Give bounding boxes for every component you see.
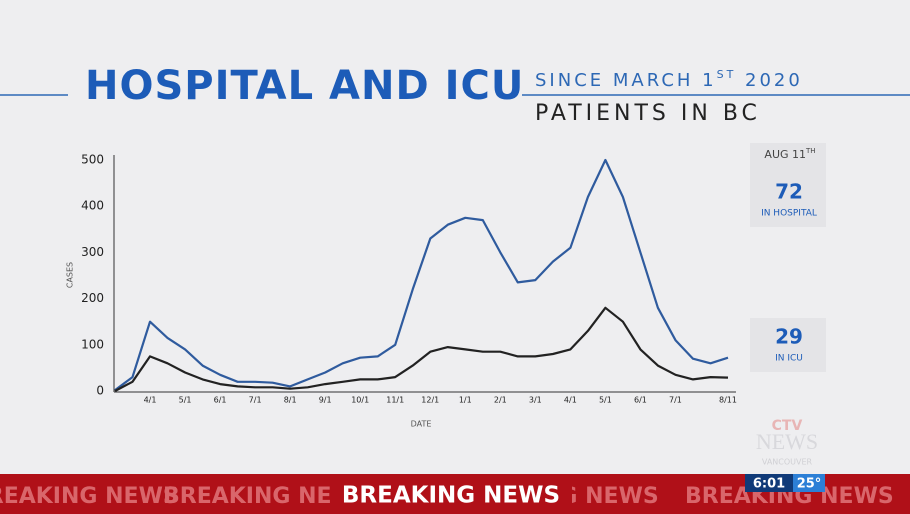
x-tick-label: 5/1 [179,396,192,405]
ticker-echo: BREAKING NEWS [0,484,179,509]
subtitle: SINCE MARCH 1ST 2020 [535,68,803,91]
subtitle-part: 2020 [736,70,803,91]
hospital-label: IN HOSPITAL [761,209,817,219]
x-tick-label: 8/1 [284,396,297,405]
x-tick-label: 7/1 [669,396,682,405]
stat-date: AUG 11TH [764,147,815,161]
series-line [114,306,729,392]
x-tick-label: 6/1 [634,396,647,405]
subtitle-sup: ST [717,68,737,81]
y-axis-label: CASES [66,262,75,288]
x-tick-label: 2/1 [494,396,507,405]
hospital-count: 72 [775,180,803,204]
logo-name: NEWS [756,429,818,454]
x-tick-label: 4/1 [144,396,157,405]
logo-brand: CTV [772,418,803,434]
logo-city: VANCOUVER [762,458,813,467]
time-box [745,474,793,492]
date-sup: TH [805,147,816,155]
series-line [114,158,729,391]
stat-box [750,143,826,227]
x-tick-label: 4/1 [564,396,577,405]
y-tick-label: 500 [81,153,104,167]
icu-count: 29 [775,325,803,349]
y-tick-label: 200 [81,291,104,305]
y-tick-label: 400 [81,199,104,213]
plot: CASES DATE 0 100 200 300 400 500 4/1 5/1 6/1 7/1 8… [66,153,737,429]
heading: PATIENTS IN BC [535,101,761,126]
x-tick-label: 5/1 [599,396,612,405]
time: 6:01 [753,477,785,492]
x-axis-label: DATE [411,420,432,429]
title: HOSPITAL AND ICU [85,63,524,109]
headline-box [330,476,572,512]
x-tick-label: 6/1 [214,396,227,405]
y-tick-label: 100 [81,337,104,351]
x-tick-label: 11/1 [386,396,404,405]
x-tick-label: 7/1 [249,396,262,405]
headline: BREAKING NEWS [342,483,560,509]
x-tick-label: 8/11 [719,396,737,405]
temperature: 25° [797,477,822,492]
x-tick-label: 1/1 [459,396,472,405]
y-tick-label: 300 [81,245,104,259]
date-part: AUG 11 [764,148,806,161]
stat-box [750,318,826,372]
x-tick-label: 10/1 [351,396,369,405]
y-tick-label: 0 [96,384,104,398]
x-tick-label: 3/1 [529,396,542,405]
x-tick-label: 12/1 [421,396,439,405]
x-tick-label: 9/1 [319,396,332,405]
icu-label: IN ICU [775,354,803,364]
temp-box [793,474,825,492]
subtitle-part: SINCE MARCH 1 [535,70,717,91]
